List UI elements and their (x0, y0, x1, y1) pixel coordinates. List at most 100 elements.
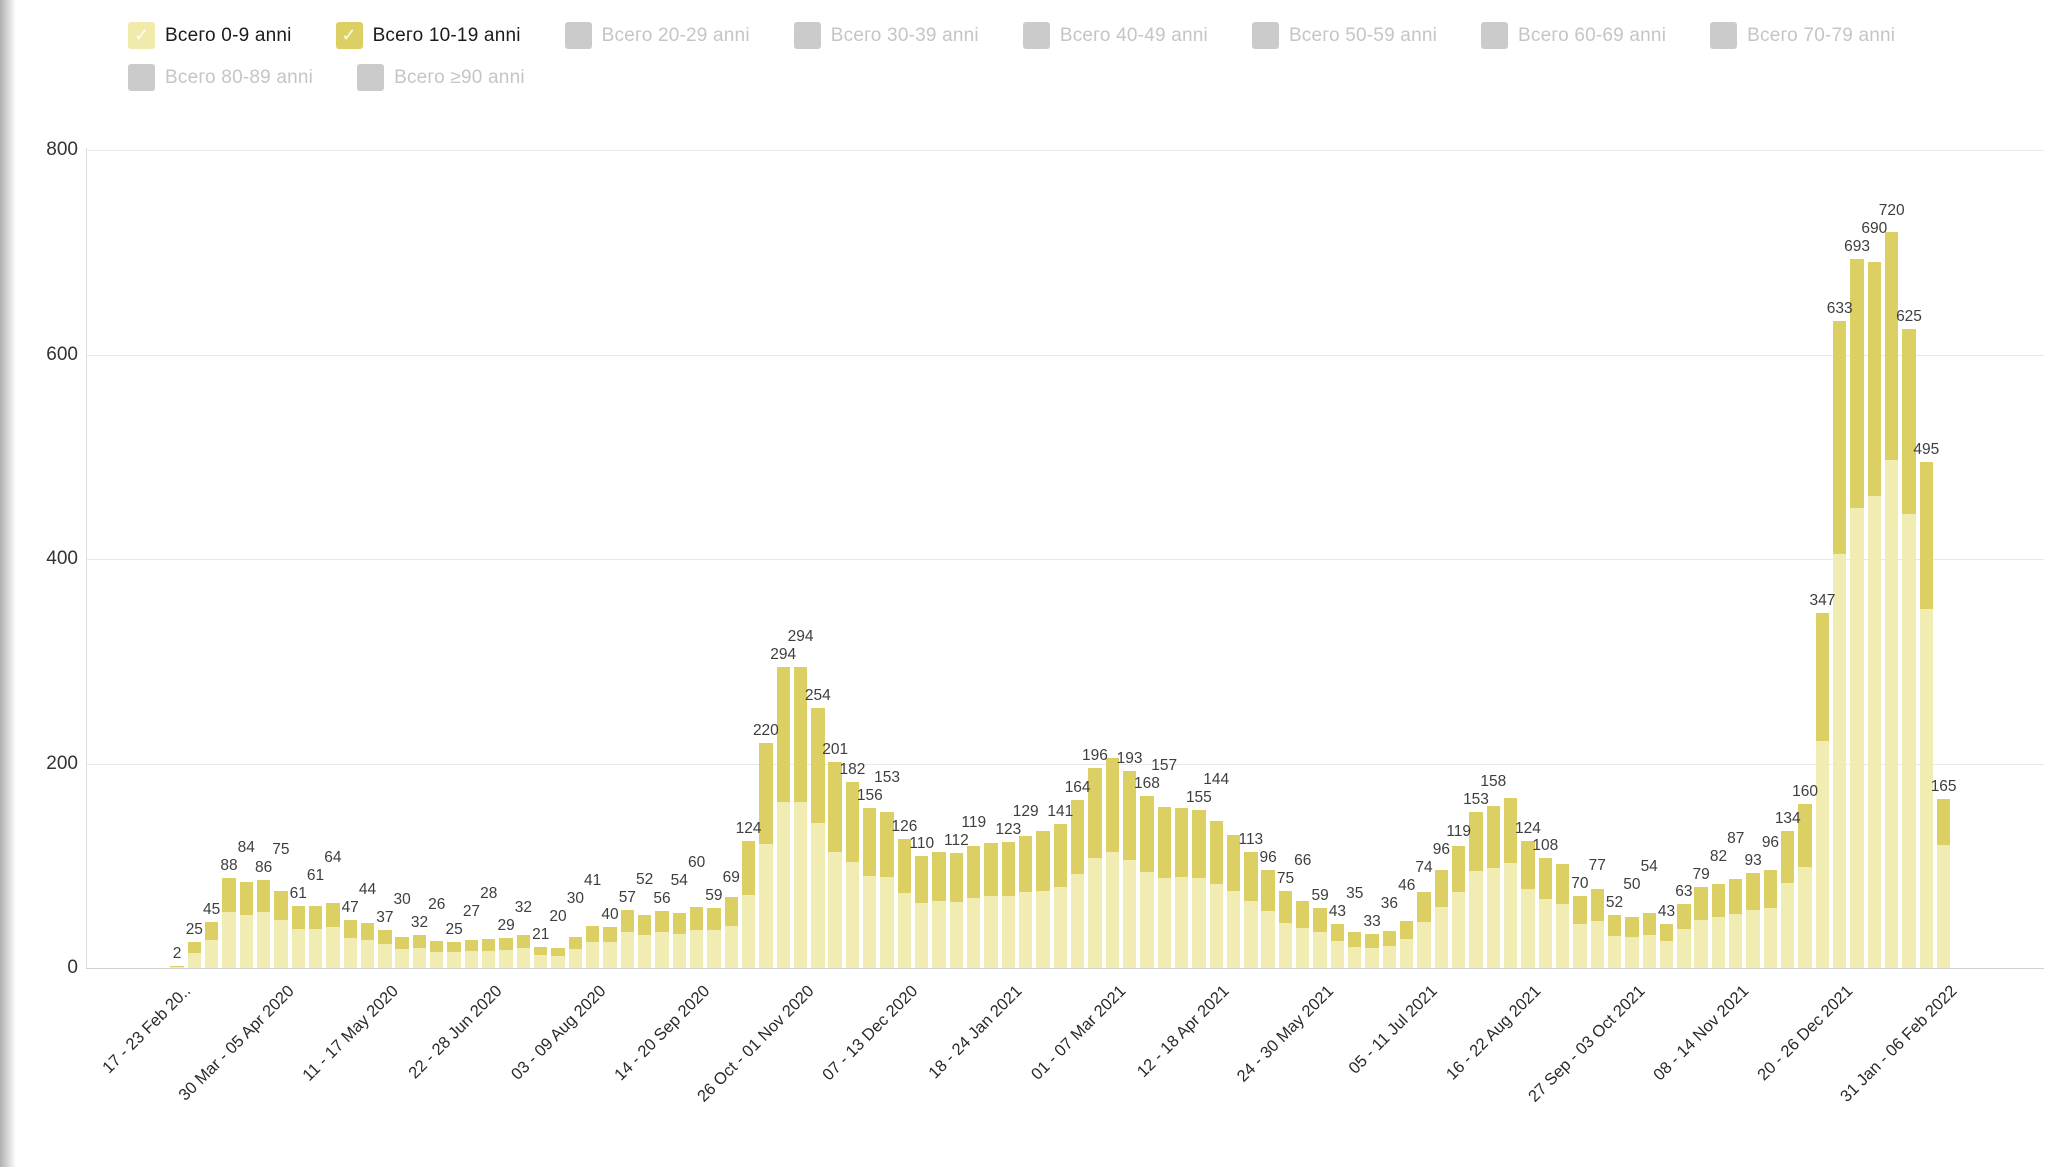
bar-segment-10-19[interactable] (707, 907, 721, 931)
bar-segment-10-19[interactable] (1070, 800, 1085, 874)
bar-segment-10-19[interactable] (776, 667, 790, 803)
bar-week-83[interactable] (1590, 889, 1604, 968)
bar-segment-10-19[interactable] (1036, 830, 1050, 892)
bar-segment-0-9[interactable] (793, 802, 808, 968)
bar-segment-10-19[interactable] (932, 852, 946, 901)
bar-week-65[interactable] (1278, 891, 1293, 968)
bar-segment-0-9[interactable] (915, 902, 929, 968)
bar-week-22[interactable] (534, 946, 548, 968)
bar-segment-10-19[interactable] (1365, 934, 1379, 948)
bar-segment-10-19[interactable] (1746, 872, 1760, 910)
bar-segment-0-9[interactable] (1330, 941, 1345, 968)
bar-segment-10-19[interactable] (1798, 804, 1812, 867)
bar-segment-10-19[interactable] (447, 942, 461, 952)
bar-week-86[interactable] (1642, 912, 1656, 968)
bar-segment-0-9[interactable] (811, 822, 825, 968)
bar-segment-0-9[interactable] (932, 900, 946, 968)
bar-week-57[interactable] (1140, 796, 1154, 968)
bar-week-74[interactable] (1434, 869, 1449, 968)
bar-segment-10-19[interactable] (1884, 231, 1899, 460)
bar-week-87[interactable] (1659, 924, 1674, 968)
bar-week-47[interactable] (967, 846, 981, 968)
bar-segment-10-19[interactable] (1867, 262, 1882, 496)
bar-segment-10-19[interactable] (1417, 892, 1431, 922)
bar-segment-10-19[interactable] (585, 926, 600, 943)
bar-segment-0-9[interactable] (1486, 867, 1500, 968)
bar-segment-10-19[interactable] (308, 905, 323, 930)
bar-segment-10-19[interactable] (1521, 841, 1535, 890)
bar-segment-0-9[interactable] (1867, 495, 1882, 968)
bar-segment-10-19[interactable] (1174, 808, 1189, 877)
bar-segment-10-19[interactable] (1209, 820, 1223, 885)
bar-week-79[interactable] (1521, 841, 1535, 968)
bar-segment-0-9[interactable] (1729, 913, 1743, 968)
bar-segment-10-19[interactable] (204, 921, 219, 941)
bar-week-76[interactable] (1469, 811, 1483, 968)
bar-week-99[interactable] (1867, 262, 1882, 968)
bar-week-56[interactable] (1122, 770, 1137, 968)
bar-week-24[interactable] (568, 937, 583, 968)
bar-segment-10-19[interactable] (1348, 932, 1362, 947)
bar-segment-0-9[interactable] (1261, 910, 1275, 968)
bar-segment-0-9[interactable] (1417, 921, 1431, 968)
bar-week-50[interactable] (1018, 836, 1033, 968)
bar-segment-10-19[interactable] (811, 708, 825, 823)
legend-item-всего-70-79-anni[interactable]: Всего 70-79 anni (1710, 22, 1895, 49)
bar-week-90[interactable] (1711, 884, 1726, 968)
bar-segment-0-9[interactable] (1226, 891, 1241, 968)
bar-segment-10-19[interactable] (1815, 613, 1830, 741)
bar-segment-10-19[interactable] (499, 938, 513, 950)
bar-segment-10-19[interactable] (568, 937, 583, 949)
bar-segment-10-19[interactable] (1244, 852, 1258, 901)
bar-week-10[interactable] (326, 902, 340, 968)
bar-segment-10-19[interactable] (534, 946, 548, 955)
bar-segment-0-9[interactable] (1521, 889, 1535, 968)
bar-week-52[interactable] (1053, 823, 1067, 968)
bar-segment-10-19[interactable] (551, 947, 565, 956)
checkbox-unchecked-icon[interactable] (1481, 22, 1509, 49)
bar-segment-10-19[interactable] (637, 914, 652, 936)
bar-segment-10-19[interactable] (1105, 758, 1119, 853)
bar-segment-0-9[interactable] (741, 895, 756, 968)
bar-week-32[interactable] (707, 907, 721, 968)
bar-segment-10-19[interactable] (759, 743, 773, 845)
bar-segment-0-9[interactable] (1798, 866, 1812, 968)
bar-segment-10-19[interactable] (949, 853, 964, 902)
bar-week-44[interactable] (915, 855, 929, 968)
bar-segment-10-19[interactable] (1659, 924, 1674, 942)
bar-segment-10-19[interactable] (1382, 931, 1397, 946)
bar-week-69[interactable] (1348, 932, 1362, 968)
bar-segment-0-9[interactable] (585, 942, 600, 968)
bar-segment-0-9[interactable] (897, 893, 912, 968)
bar-segment-0-9[interactable] (360, 940, 375, 968)
bar-segment-0-9[interactable] (1850, 507, 1864, 968)
bar-segment-10-19[interactable] (1053, 823, 1067, 888)
bar-segment-0-9[interactable] (1642, 935, 1656, 968)
checkbox-unchecked-icon[interactable] (128, 64, 155, 91)
bar-segment-10-19[interactable] (1226, 835, 1241, 892)
bar-week-78[interactable] (1503, 798, 1518, 968)
bar-segment-0-9[interactable] (1365, 947, 1379, 968)
bar-segment-10-19[interactable] (1936, 799, 1951, 846)
bar-segment-10-19[interactable] (1538, 857, 1552, 900)
bar-segment-0-9[interactable] (1018, 892, 1033, 968)
bar-segment-10-19[interactable] (1157, 807, 1171, 878)
bar-week-54[interactable] (1088, 767, 1102, 968)
bar-segment-10-19[interactable] (828, 762, 842, 853)
bar-segment-0-9[interactable] (1157, 878, 1171, 968)
bar-segment-10-19[interactable] (863, 808, 877, 876)
bar-week-48[interactable] (984, 843, 998, 968)
legend-item-всего-20-29-anni[interactable]: Всего 20-29 anni (564, 22, 750, 49)
bar-segment-10-19[interactable] (239, 882, 253, 915)
bar-week-17[interactable] (447, 942, 461, 968)
bar-week-30[interactable] (672, 912, 686, 968)
bar-week-85[interactable] (1625, 916, 1639, 968)
bar-week-28[interactable] (637, 914, 652, 968)
bar-segment-10-19[interactable] (689, 906, 704, 931)
bar-week-3[interactable] (204, 921, 219, 968)
bar-week-29[interactable] (655, 910, 669, 968)
bar-segment-10-19[interactable] (1434, 869, 1449, 907)
bar-segment-0-9[interactable] (378, 944, 392, 968)
bar-segment-0-9[interactable] (1001, 896, 1016, 968)
bar-segment-0-9[interactable] (204, 940, 219, 968)
